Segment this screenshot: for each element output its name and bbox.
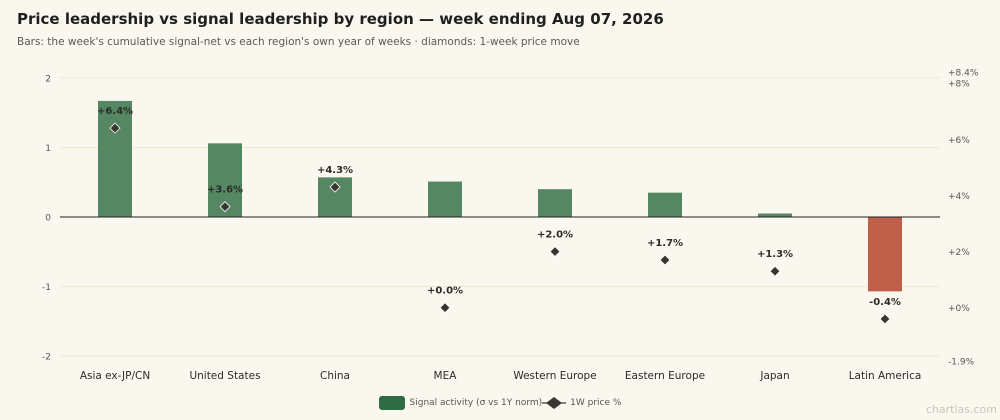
price-diamond xyxy=(219,201,231,213)
bar xyxy=(868,217,902,292)
chart-title: Price leadership vs signal leadership by… xyxy=(17,10,664,28)
legend-item-bars[interactable]: Signal activity (σ vs 1Y norm) xyxy=(378,396,543,410)
category-label: Japan xyxy=(759,370,789,382)
right-tick-label: +2% xyxy=(948,248,970,258)
category-label: Asia ex-JP/CN xyxy=(80,370,150,382)
right-tick-label: +8% xyxy=(948,80,970,90)
bar xyxy=(538,189,572,217)
price-label: +1.7% xyxy=(647,238,683,249)
price-diamond xyxy=(879,313,891,325)
price-diamond xyxy=(659,254,671,266)
watermark: chartlas.com xyxy=(925,403,997,416)
bar xyxy=(428,181,462,217)
diamond-icon xyxy=(542,397,567,409)
right-tick-label: +8.4% xyxy=(948,69,979,79)
price-label: +4.3% xyxy=(317,165,353,176)
price-label: -0.4% xyxy=(869,297,901,308)
bar xyxy=(758,213,792,217)
bar xyxy=(98,100,132,217)
left-tick-label: 1 xyxy=(45,144,51,154)
bar xyxy=(648,192,682,217)
right-tick-label: +6% xyxy=(948,136,970,146)
category-label: China xyxy=(320,370,350,382)
price-diamond xyxy=(549,246,561,258)
price-label: +2.0% xyxy=(537,230,573,241)
right-tick-label: +0% xyxy=(948,304,970,314)
legend-bar-swatch xyxy=(378,396,405,410)
category-label: United States xyxy=(189,370,260,382)
legend-item-diamonds[interactable]: 1W price % xyxy=(542,396,621,410)
left-tick-label: -2 xyxy=(42,353,51,363)
legend-bar-label: Signal activity (σ vs 1Y norm) xyxy=(409,398,543,408)
legend-diamond-label: 1W price % xyxy=(570,398,622,408)
left-tick-label: -1 xyxy=(42,283,51,293)
category-label: Western Europe xyxy=(513,370,596,382)
category-label: MEA xyxy=(434,370,458,382)
legend: Signal activity (σ vs 1Y norm) 1W price … xyxy=(0,396,1000,410)
left-tick-label: 2 xyxy=(45,75,51,85)
price-diamond xyxy=(109,122,121,134)
price-label: +0.0% xyxy=(427,286,463,297)
price-label: +6.4% xyxy=(97,106,133,117)
price-diamond xyxy=(769,265,781,277)
category-label: Eastern Europe xyxy=(625,370,705,382)
chart-subtitle: Bars: the week's cumulative signal-net v… xyxy=(17,36,580,48)
price-diamond xyxy=(329,181,341,193)
left-tick-label: 0 xyxy=(45,214,51,224)
right-tick-label: -1.9% xyxy=(948,358,975,368)
category-label: Latin America xyxy=(849,370,922,382)
price-diamond xyxy=(439,302,451,314)
right-tick-label: +4% xyxy=(948,192,970,202)
price-label: +3.6% xyxy=(207,185,243,196)
price-label: +1.3% xyxy=(757,249,793,260)
